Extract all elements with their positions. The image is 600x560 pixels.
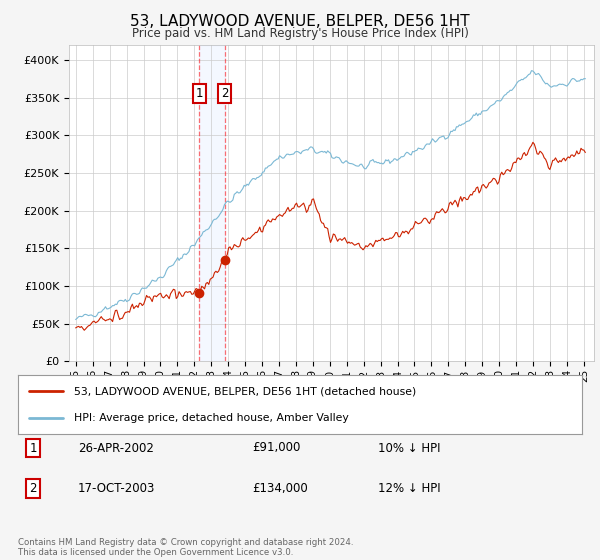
Text: 26-APR-2002: 26-APR-2002 (78, 441, 154, 455)
Bar (199, 45, 224, 361)
Text: 17-OCT-2003: 17-OCT-2003 (78, 482, 155, 495)
Text: HPI: Average price, detached house, Amber Valley: HPI: Average price, detached house, Ambe… (74, 413, 349, 423)
Text: £134,000: £134,000 (252, 482, 308, 495)
Text: 1: 1 (196, 87, 203, 100)
Text: £91,000: £91,000 (252, 441, 301, 455)
Text: 10% ↓ HPI: 10% ↓ HPI (378, 441, 440, 455)
Text: Contains HM Land Registry data © Crown copyright and database right 2024.
This d: Contains HM Land Registry data © Crown c… (18, 538, 353, 557)
Text: 53, LADYWOOD AVENUE, BELPER, DE56 1HT: 53, LADYWOOD AVENUE, BELPER, DE56 1HT (130, 14, 470, 29)
Text: 1: 1 (29, 441, 37, 455)
Text: 53, LADYWOOD AVENUE, BELPER, DE56 1HT (detached house): 53, LADYWOOD AVENUE, BELPER, DE56 1HT (d… (74, 386, 416, 396)
Text: 2: 2 (221, 87, 229, 100)
Text: 12% ↓ HPI: 12% ↓ HPI (378, 482, 440, 495)
Text: 2: 2 (29, 482, 37, 495)
Text: Price paid vs. HM Land Registry's House Price Index (HPI): Price paid vs. HM Land Registry's House … (131, 27, 469, 40)
